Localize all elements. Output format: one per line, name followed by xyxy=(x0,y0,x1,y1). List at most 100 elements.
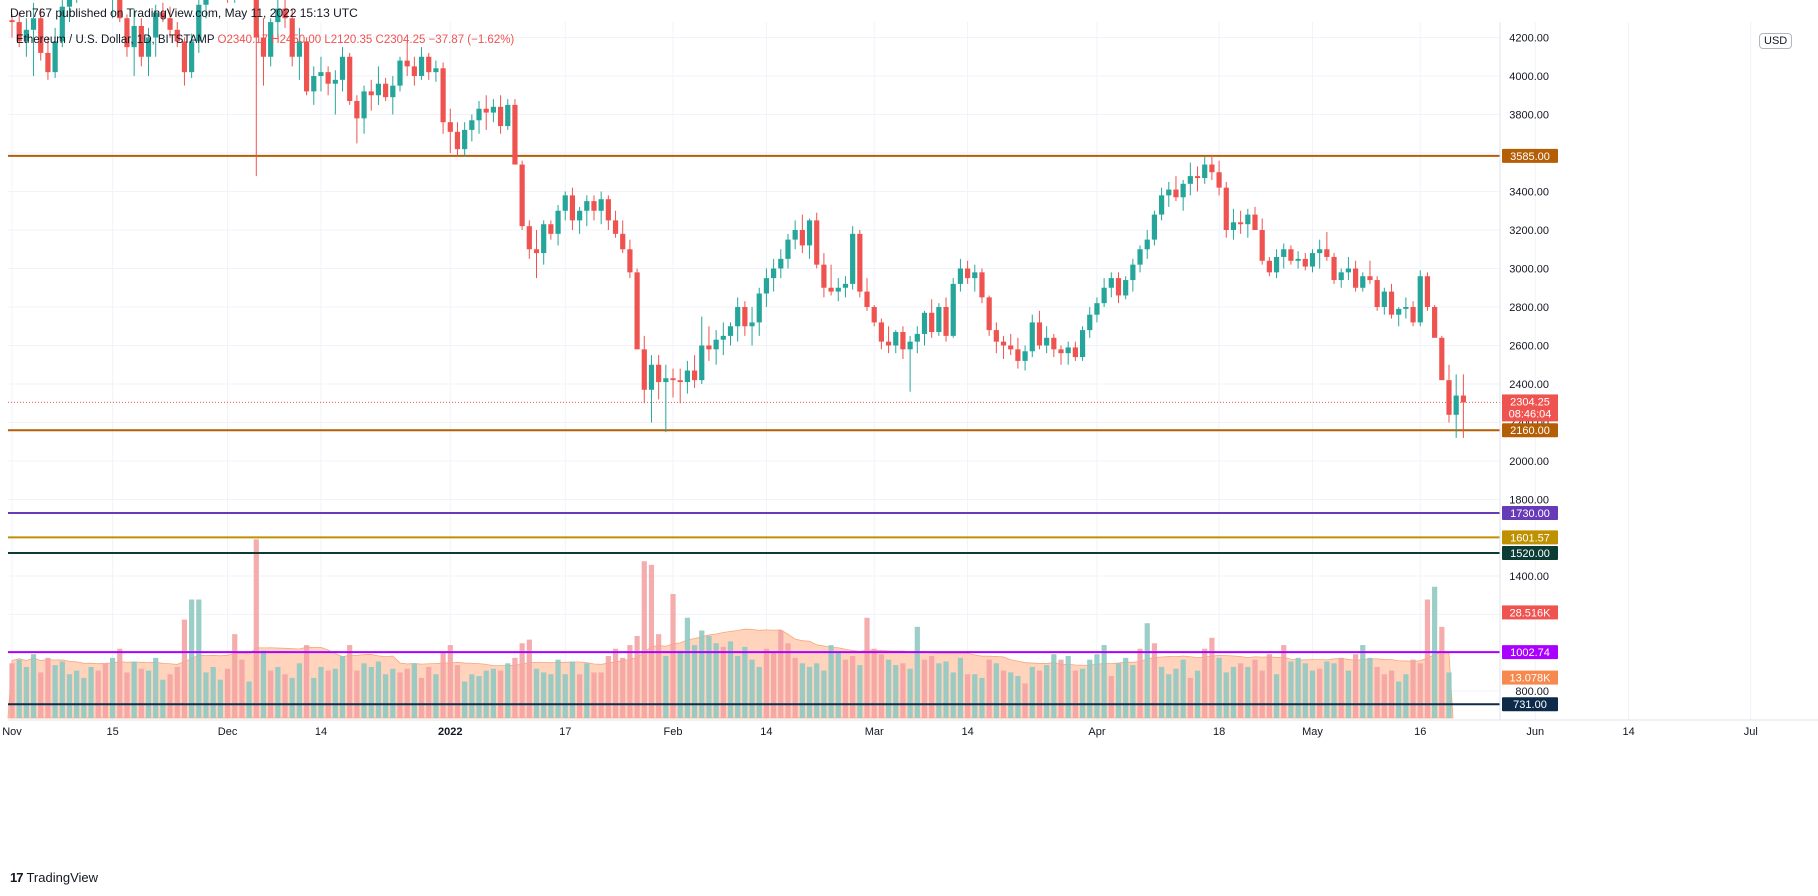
volume-bar xyxy=(81,677,87,718)
volume-bar xyxy=(921,659,928,718)
volume-bar xyxy=(1345,670,1352,718)
candle-body xyxy=(332,79,338,84)
level-labels: 3585.00 2160.00 1730.00 1601.57 1520.00 1002.… xyxy=(1502,148,1558,712)
candle-body xyxy=(1108,278,1114,288)
volume-bar xyxy=(1180,659,1186,718)
candle-body xyxy=(368,91,374,96)
volume-bar xyxy=(641,561,647,718)
candle-body xyxy=(763,278,770,294)
volume-bar xyxy=(1317,668,1323,718)
candle-body xyxy=(577,210,583,221)
candle-body xyxy=(1453,395,1459,415)
candle-body xyxy=(1022,351,1028,361)
candle-body xyxy=(806,220,813,246)
currency-button[interactable]: USD xyxy=(1759,33,1793,49)
candle-body xyxy=(857,233,863,292)
volume-bar xyxy=(1108,676,1114,718)
volume-bar xyxy=(16,659,22,718)
volume-bar xyxy=(656,634,662,718)
price-tick-label: 2600.00 xyxy=(1509,341,1549,353)
volume-bar xyxy=(375,661,382,718)
volume-bar xyxy=(605,656,611,718)
candle-body xyxy=(1266,260,1272,273)
candle-body xyxy=(483,108,489,113)
time-tick-label: Nov xyxy=(2,726,22,738)
candle-body xyxy=(1259,230,1265,261)
volume-bar xyxy=(454,665,461,718)
time-tick-label: May xyxy=(1302,726,1323,738)
candle-body xyxy=(1252,214,1258,230)
volume-bar xyxy=(1424,599,1431,718)
candle-body xyxy=(1130,264,1136,281)
level-label-text: 1520.00 xyxy=(1510,548,1550,560)
volume-bar xyxy=(569,661,576,718)
candle-body xyxy=(203,0,209,5)
candle-body xyxy=(562,195,568,211)
volume-bar xyxy=(878,654,884,718)
candle-body xyxy=(268,22,274,57)
volume-bar xyxy=(577,674,583,718)
volume-bar xyxy=(325,670,331,718)
volume-bar xyxy=(311,677,317,718)
volume-bar xyxy=(505,663,511,718)
volume-bar xyxy=(1101,645,1107,718)
volume-bar xyxy=(426,666,432,718)
volume-bar xyxy=(1130,665,1136,718)
volume-bar xyxy=(260,650,267,718)
candle-body xyxy=(23,29,29,42)
volume-bar xyxy=(469,674,475,718)
volume-bar xyxy=(174,666,180,718)
volume-bar xyxy=(196,599,202,718)
volume-bar xyxy=(361,663,367,718)
time-tick-label: Jul xyxy=(1744,726,1758,738)
volume-bar xyxy=(153,657,159,718)
volume-bar xyxy=(1151,643,1158,718)
candle-body xyxy=(1324,249,1330,257)
price-tick-label: 2400.00 xyxy=(1509,379,1549,391)
candle-body xyxy=(979,272,985,298)
candle-body xyxy=(383,83,389,98)
level-label-text: 731.00 xyxy=(1513,699,1547,711)
volume-bar xyxy=(519,643,525,718)
volume-bar xyxy=(512,657,518,718)
candle-body xyxy=(1238,222,1244,225)
candle-body xyxy=(799,230,805,246)
volume-bar xyxy=(584,663,590,718)
open-value: O2340.17 xyxy=(217,34,269,46)
candle-body xyxy=(1065,347,1071,354)
volume-bar xyxy=(246,681,252,718)
candle-body xyxy=(45,52,51,73)
volume-bar xyxy=(1087,659,1093,718)
volume-bar xyxy=(1159,666,1165,718)
candle-body xyxy=(1144,239,1150,250)
candle-body xyxy=(526,226,532,250)
candle-body xyxy=(260,37,267,57)
time-tick-label: Mar xyxy=(865,726,884,738)
volume-bar xyxy=(210,666,216,718)
candle-body xyxy=(253,0,259,38)
candle-body xyxy=(1245,214,1251,225)
candle-body xyxy=(447,122,453,132)
candle-body xyxy=(612,220,619,234)
tradingview-logo[interactable]: 17 TradingView xyxy=(10,870,98,885)
candle-body xyxy=(684,370,690,383)
volume-bar xyxy=(1360,645,1366,718)
volume-bars xyxy=(9,539,1452,718)
candle-body xyxy=(1173,189,1179,198)
volume-bar xyxy=(1352,654,1359,718)
candle-body xyxy=(720,335,726,340)
symbol-name[interactable]: Ethereum / U.S. Dollar, 1D, BITSTAMP xyxy=(16,34,215,46)
volume-bar xyxy=(771,652,777,718)
candle-body xyxy=(699,345,705,381)
volume-bar xyxy=(497,670,504,718)
volume-bar xyxy=(828,645,834,718)
candle-body xyxy=(1216,172,1222,188)
volume-bar xyxy=(727,641,734,718)
close-value: C2304.25 xyxy=(375,34,426,46)
candle-body xyxy=(440,68,446,123)
candle-body xyxy=(1317,249,1323,254)
volume-bar xyxy=(720,646,726,718)
candle-body xyxy=(397,60,403,86)
candle-body xyxy=(656,364,662,383)
